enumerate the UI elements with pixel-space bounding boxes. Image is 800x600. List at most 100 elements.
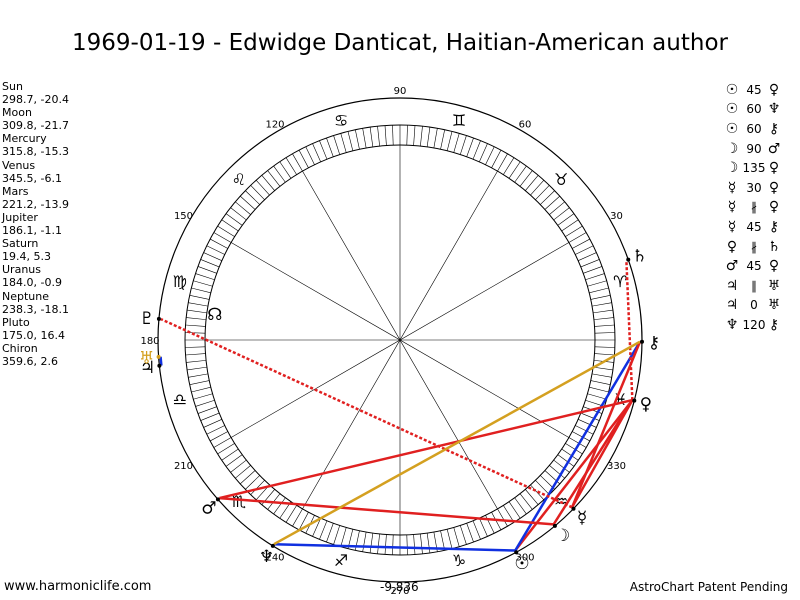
planet-name-saturn: Saturn: [2, 237, 39, 251]
degree-tick: [491, 150, 502, 168]
degree-tick: [298, 512, 309, 530]
aspect-angle: 135: [742, 161, 766, 176]
degree-tick: [590, 380, 611, 385]
degree-tick: [203, 419, 222, 428]
aspect-planet-1-icon: ♀: [726, 238, 738, 255]
zodiac-sign-icon: ♍: [173, 272, 187, 291]
degree-tick: [544, 195, 560, 210]
degree-tick: [362, 531, 367, 552]
degree-tick: [195, 273, 215, 281]
saturn-icon: ♄: [632, 247, 647, 267]
aspect-line-moon-mars: [219, 496, 554, 526]
degree-tick: [519, 170, 533, 187]
zodiac-sign-icon: ♏: [232, 492, 246, 511]
degree-tick: [472, 520, 481, 540]
degree-tick: [384, 534, 387, 555]
degree-tick: [203, 252, 222, 261]
spoke-line: [230, 242, 570, 438]
degree-tick: [210, 431, 228, 442]
degree-tick: [466, 523, 474, 543]
planet-value-sun: 298.7, -20.4: [2, 93, 69, 107]
degree-tick: [453, 133, 460, 153]
aspect-line-mercury-chiron: [570, 341, 642, 508]
aspect-row: ☿ ∦ ♀: [722, 198, 782, 218]
degree-tick: [377, 126, 380, 147]
aspect-planet-2-icon: ⚷: [768, 218, 780, 235]
degree-tick: [485, 146, 495, 165]
degree-tick: [185, 324, 206, 327]
degree-label-330: 330: [607, 461, 626, 472]
aspect-row: ☉ 60 ♆: [722, 100, 782, 120]
degree-tick: [426, 533, 431, 553]
degree-tick: [514, 165, 527, 183]
degree-tick: [561, 448, 579, 461]
degree-tick: [221, 219, 239, 232]
degree-tick: [413, 534, 416, 555]
degree-tick: [273, 497, 286, 515]
degree-tick: [565, 443, 583, 455]
aspect-planet-2-icon: ♅: [767, 277, 781, 294]
degree-tick: [292, 508, 303, 527]
aspect-line-neptune-chiron: [273, 340, 641, 546]
degree-tick: [285, 505, 297, 523]
degree-tick: [583, 266, 603, 274]
degree-tick: [326, 523, 334, 543]
planet-name-pluto: Pluto: [2, 315, 30, 329]
degree-tick: [185, 346, 206, 348]
aspect-angle: 0: [750, 298, 758, 313]
website-link[interactable]: www.harmoniclife.com: [4, 579, 152, 594]
zodiac-sign-icon: ♊: [452, 111, 466, 130]
degree-tick: [187, 366, 207, 371]
aspect-row: ☉ 60 ⚷: [722, 119, 782, 139]
aspect-planet-1-icon: ☿: [727, 179, 737, 196]
planet-value-jupiter: 186.1, -1.1: [2, 224, 62, 238]
degree-tick: [568, 232, 587, 243]
degree-tick: [312, 143, 321, 162]
degree-tick: [594, 346, 615, 348]
degree-tick: [549, 465, 565, 479]
aspect-angle: 90: [746, 141, 762, 156]
degree-tick: [572, 238, 590, 249]
planet-name-mars: Mars: [2, 184, 29, 198]
degree-tick: [187, 309, 207, 314]
degree-tick: [333, 525, 341, 545]
degree-tick: [420, 533, 423, 554]
aspect-angle: ∥: [751, 278, 757, 293]
degree-tick: [377, 533, 380, 554]
degree-tick: [426, 127, 431, 147]
aspect-row: ♀ ∦ ♄: [722, 237, 782, 257]
planet-point-saturn: [626, 257, 631, 262]
aspect-planet-2-icon: ♀: [768, 199, 780, 216]
degree-tick: [549, 201, 565, 215]
degree-tick: [250, 185, 265, 200]
degree-tick: [217, 225, 235, 237]
degree-tick: [459, 525, 467, 545]
patent-notice: AstroChart Patent Pending: [629, 580, 788, 594]
planet-name-mercury: Mercury: [2, 132, 47, 146]
aspect-planet-2-icon: ♄: [767, 238, 781, 255]
planet-point-mars: [215, 497, 220, 502]
aspect-planet-2-icon: ♆: [767, 101, 781, 118]
planet-name-sun: Sun: [2, 80, 23, 93]
degree-tick: [188, 373, 209, 378]
degree-tick: [413, 125, 416, 146]
planet-value-saturn: 19.4, 5.3: [2, 250, 51, 264]
aspect-row: ♂ 45 ♀: [722, 256, 782, 276]
zodiac-sign-icon: ♌: [232, 170, 246, 189]
planet-value-chiron: 359.6, 2.6: [2, 354, 58, 368]
degree-tick: [575, 425, 594, 435]
planet-point-jupiter: [157, 363, 162, 368]
degree-tick: [191, 386, 211, 393]
aspect-line-jupiter-uranus: [159, 356, 163, 366]
aspect-row: ♃ 0 ♅: [722, 296, 782, 316]
degree-tick: [466, 137, 474, 157]
planet-name-jupiter: Jupiter: [2, 210, 38, 224]
degree-tick: [319, 140, 328, 160]
degree-tick: [446, 131, 453, 151]
degree-tick: [245, 475, 260, 490]
planet-point-venus: [632, 398, 637, 403]
degree-tick: [186, 360, 207, 363]
degree-tick: [589, 386, 609, 393]
degree-tick: [587, 280, 607, 287]
